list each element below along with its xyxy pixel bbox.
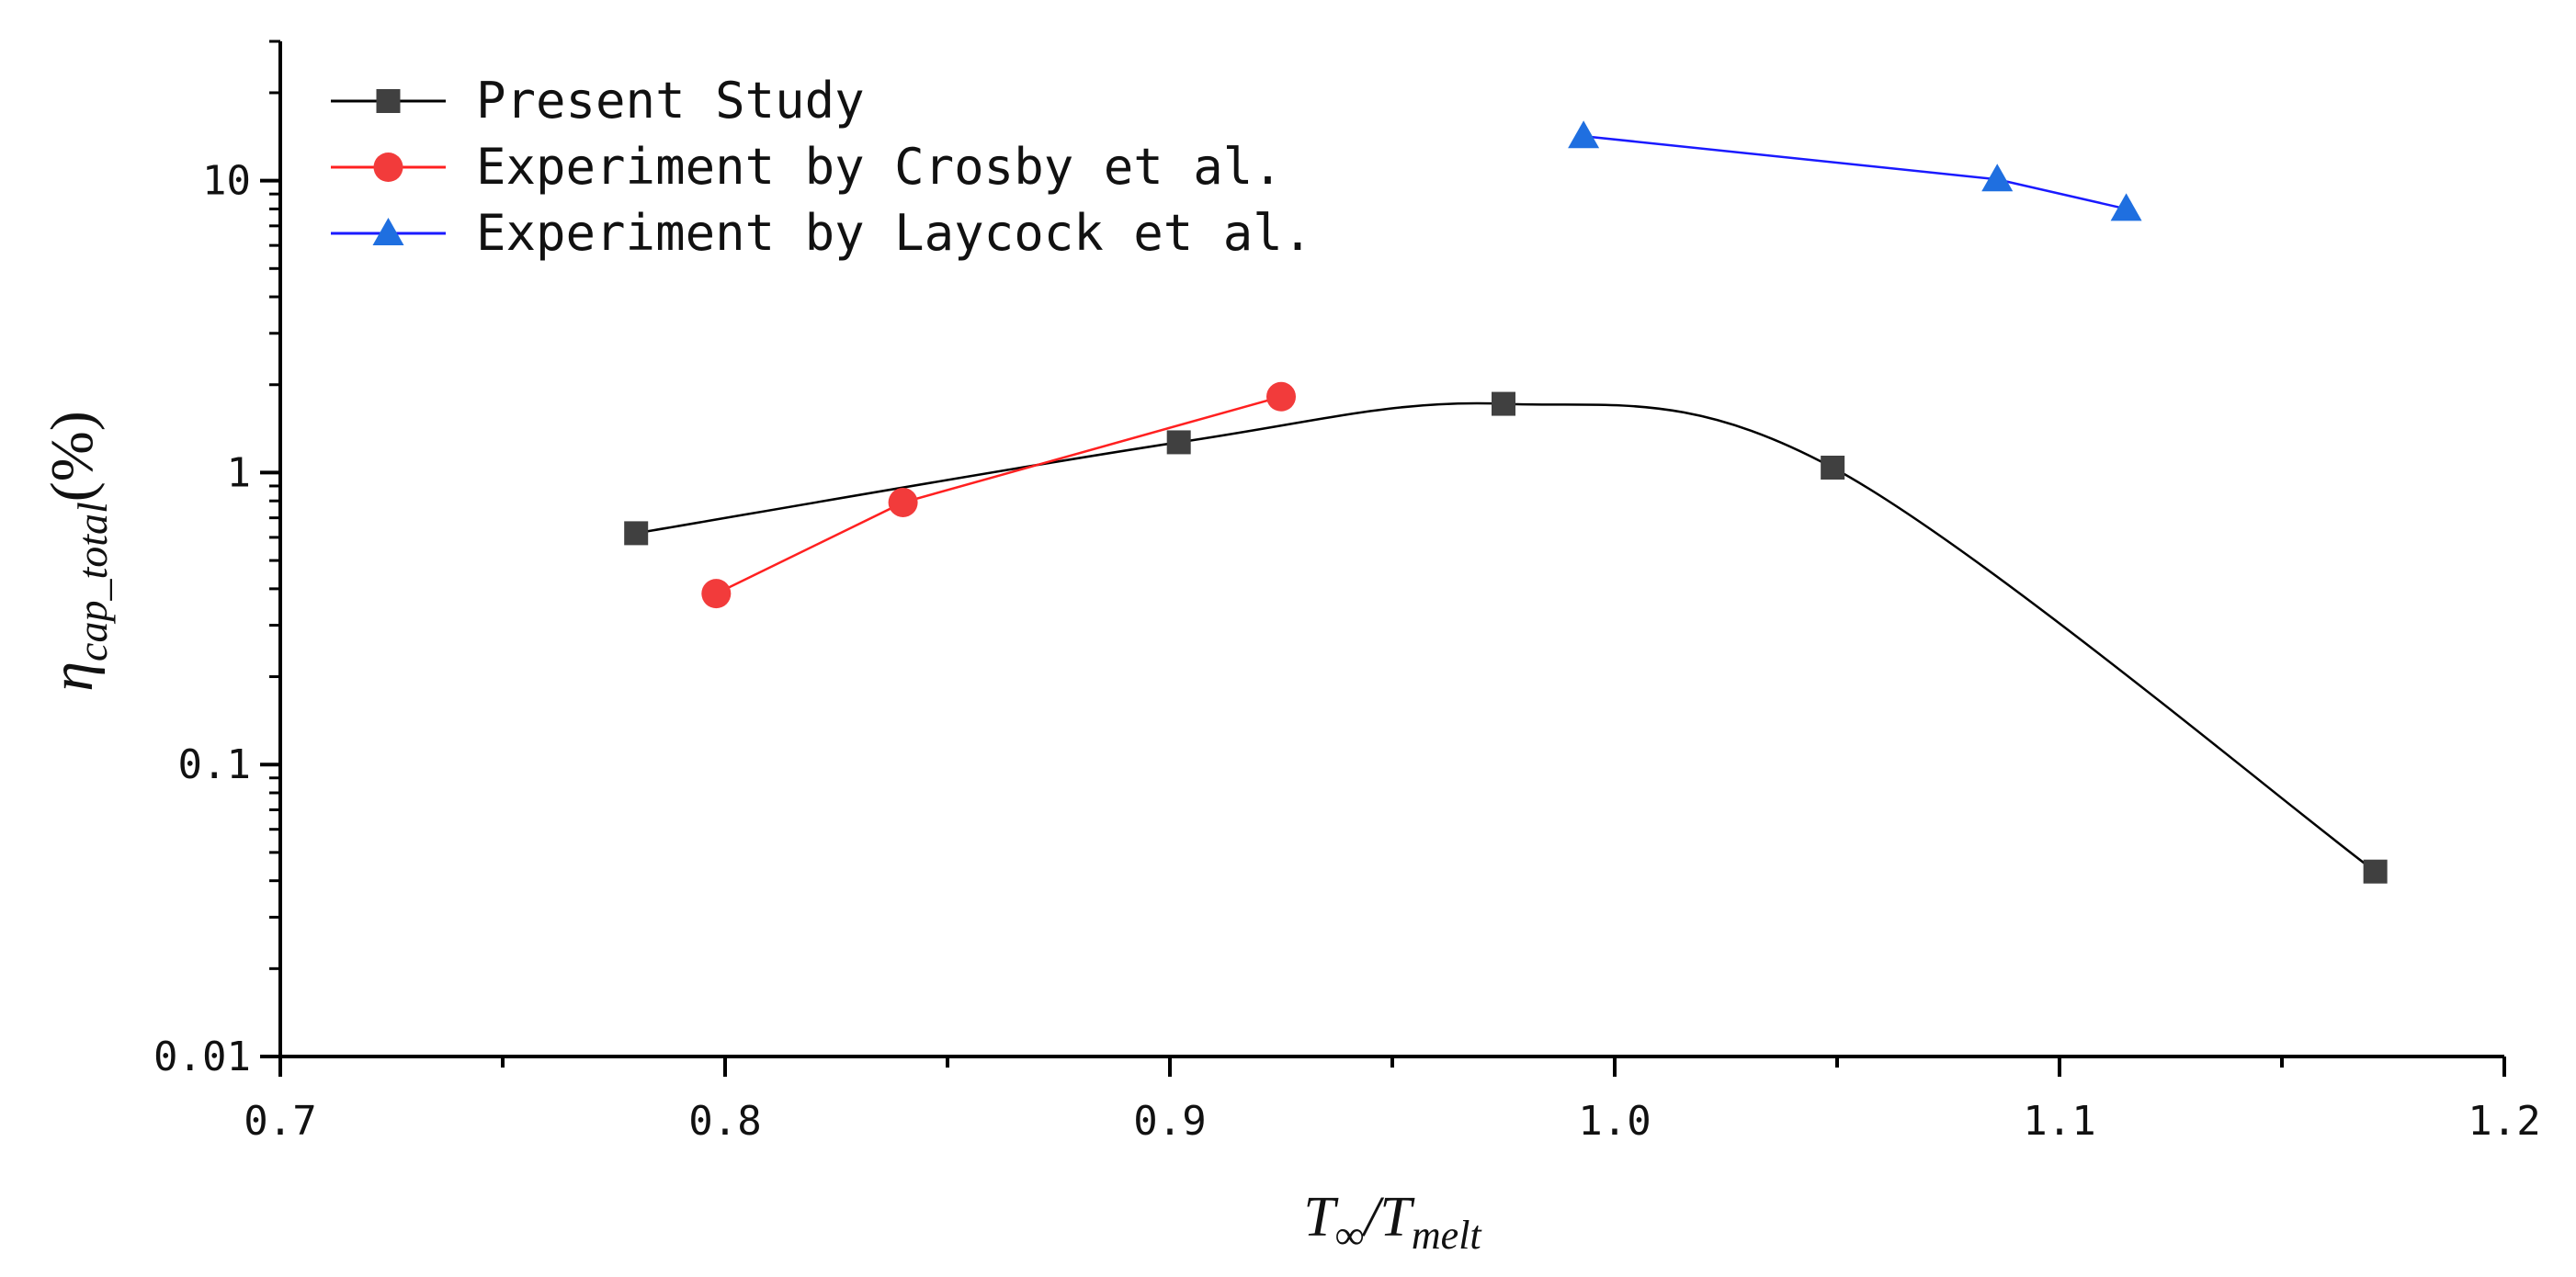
- data-point: [1492, 391, 1515, 416]
- series-layer: [624, 120, 2388, 884]
- data-point: [1166, 430, 1191, 455]
- data-point: [2110, 193, 2142, 221]
- y-tick-label: 10: [202, 158, 251, 205]
- y-axis-label-group: ηcap_total(%): [39, 411, 116, 691]
- x-tick-label: 0.8: [688, 1098, 761, 1145]
- x-axis-label: T∞/Tmelt: [1303, 1186, 1482, 1258]
- x-tick-label: 0.7: [244, 1098, 316, 1145]
- data-point: [1981, 164, 2014, 192]
- legend: Present Study Experiment by Crosby et al.…: [331, 72, 1312, 262]
- y-tick-label: 0.1: [178, 741, 251, 788]
- series-line: [635, 401, 2377, 873]
- series-line: [715, 395, 1282, 595]
- legend-marker: [372, 218, 404, 245]
- axis-labels: T∞/Tmelt ηcap_total(%): [39, 411, 1482, 1258]
- data-point: [2363, 859, 2388, 884]
- y-tick-label: 0.01: [153, 1034, 251, 1080]
- data-point: [1266, 381, 1296, 412]
- legend-marker: [373, 153, 403, 182]
- y-axis-label: ηcap_total(%): [39, 411, 116, 691]
- series-line: [1583, 134, 2127, 210]
- data-point: [1568, 120, 1600, 149]
- legend-marker: [376, 89, 401, 113]
- data-point: [888, 487, 918, 517]
- x-tick-label: 1.2: [2468, 1098, 2540, 1145]
- legend-label: Experiment by Laycock et al.: [476, 204, 1312, 262]
- y-tick-label: 1: [227, 449, 252, 496]
- legend-item: Present Study: [331, 72, 865, 130]
- legend-item: Experiment by Laycock et al.: [331, 204, 1312, 262]
- data-point: [1821, 456, 1845, 480]
- series-2: [701, 381, 1296, 609]
- x-tick-label: 1.0: [1578, 1098, 1651, 1145]
- axes: 0.7 0.8 0.9 1.0 1.1 1.2 0.01 0.1 1 10: [153, 40, 2541, 1145]
- x-tick-label: 1.1: [2023, 1098, 2095, 1145]
- legend-item: Experiment by Crosby et al.: [331, 138, 1283, 196]
- series-1: [624, 391, 2388, 884]
- series-3: [1568, 120, 2142, 221]
- data-point: [624, 521, 649, 546]
- legend-label: Present Study: [476, 72, 865, 130]
- legend-label: Experiment by Crosby et al.: [476, 138, 1283, 196]
- x-tick-label: 0.9: [1133, 1098, 1206, 1145]
- data-point: [701, 579, 732, 609]
